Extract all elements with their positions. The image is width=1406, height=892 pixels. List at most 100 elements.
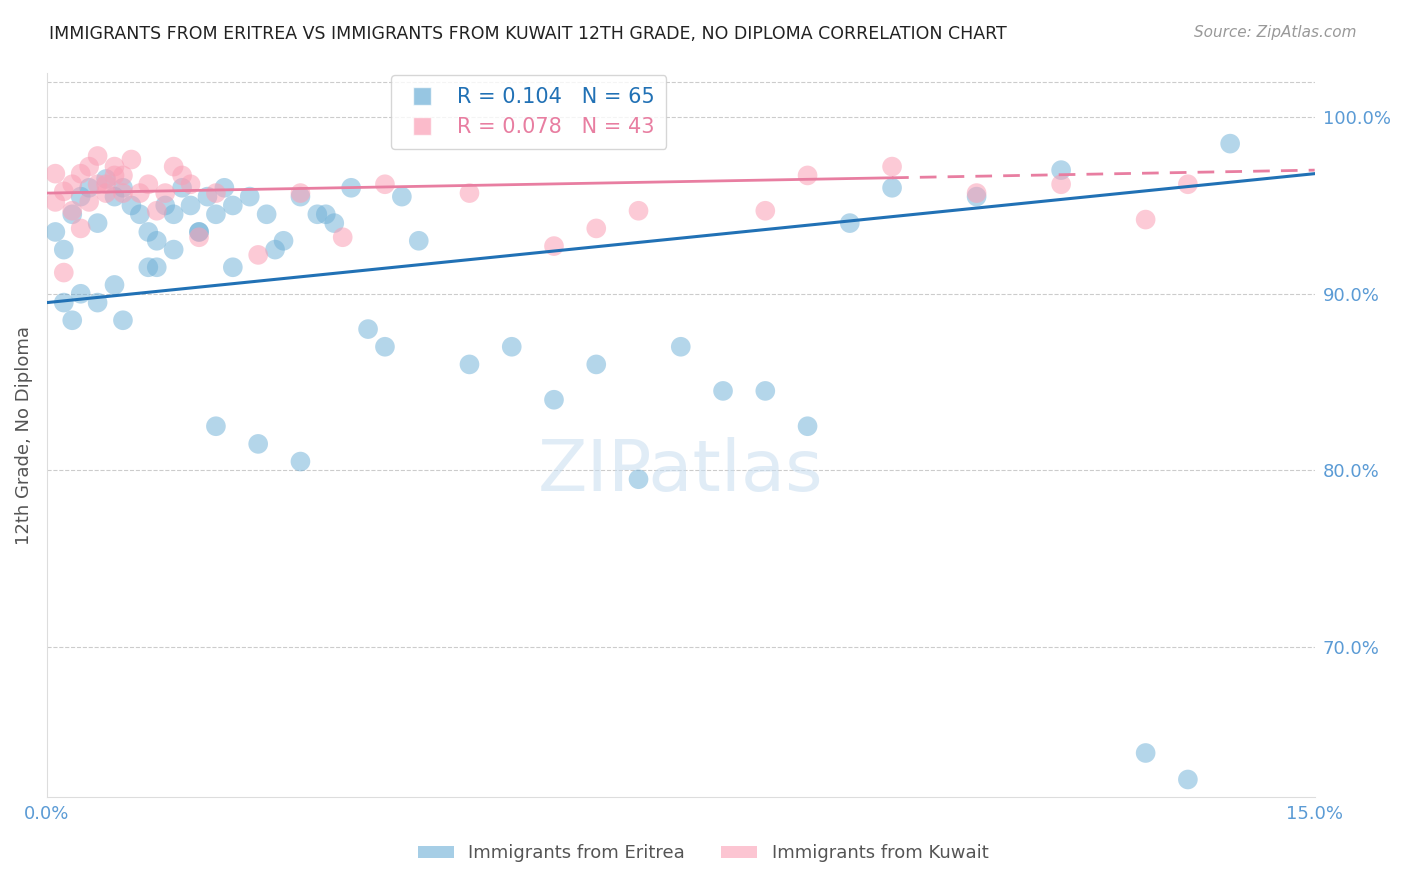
Point (128, 207, 150, 221)
Point (60, 313, 83, 327)
Point (60, 178, 83, 192)
Text: ZIPatlas: ZIPatlas (538, 437, 824, 506)
Point (69, 167, 91, 181)
Point (880, 181, 903, 195)
Point (205, 186, 228, 200)
Point (60, 203, 83, 218)
Point (290, 186, 312, 200)
Point (69, 221, 91, 235)
Y-axis label: 12th Grade, No Diploma: 12th Grade, No Diploma (15, 326, 32, 544)
Point (543, 239, 565, 253)
Legend: R = 0.104   N = 65, R = 0.078   N = 43: R = 0.104 N = 65, R = 0.078 N = 43 (391, 76, 666, 148)
Point (1219, 136, 1241, 151)
Point (307, 207, 329, 221)
Point (315, 207, 337, 221)
Point (256, 207, 278, 221)
Point (273, 234, 295, 248)
Text: IMMIGRANTS FROM ERITREA VS IMMIGRANTS FROM KUWAIT 12TH GRADE, NO DIPLOMA CORRELA: IMMIGRANTS FROM ERITREA VS IMMIGRANTS FR… (49, 25, 1007, 43)
Point (77, 194, 100, 209)
Point (1135, 746, 1157, 760)
Point (627, 203, 650, 218)
Point (52, 184, 75, 198)
Point (543, 392, 565, 407)
Point (357, 322, 380, 336)
Point (340, 181, 363, 195)
Point (205, 419, 228, 434)
Point (627, 472, 650, 486)
Point (136, 225, 159, 239)
Point (155, 198, 177, 212)
Point (52, 295, 75, 310)
Point (155, 186, 177, 200)
Point (69, 189, 91, 203)
Text: Source: ZipAtlas.com: Source: ZipAtlas.com (1194, 25, 1357, 40)
Point (94, 178, 117, 192)
Point (52, 266, 75, 280)
Point (1050, 163, 1073, 178)
Point (86, 216, 108, 230)
Point (188, 225, 211, 239)
Point (796, 419, 818, 434)
Point (172, 169, 194, 183)
Point (222, 198, 245, 212)
Point (290, 189, 312, 203)
Point (1135, 212, 1157, 227)
Point (214, 181, 236, 195)
Point (180, 178, 202, 192)
Point (966, 186, 988, 200)
Point (86, 295, 108, 310)
Point (966, 189, 988, 203)
Point (323, 216, 346, 230)
Point (458, 358, 481, 372)
Point (391, 189, 413, 203)
Point (86, 149, 108, 163)
Point (44, 225, 66, 239)
Point (239, 189, 262, 203)
Point (205, 207, 228, 221)
Point (111, 186, 134, 200)
Point (332, 230, 354, 244)
Point (52, 243, 75, 257)
Point (197, 189, 219, 203)
Point (120, 198, 142, 212)
Point (128, 186, 150, 200)
Point (408, 234, 430, 248)
Point (180, 198, 202, 212)
Point (94, 172, 117, 186)
Point (136, 178, 159, 192)
Point (585, 358, 607, 372)
Point (374, 178, 396, 192)
Point (86, 178, 108, 192)
Point (163, 243, 186, 257)
Point (111, 181, 134, 195)
Point (1050, 178, 1073, 192)
Point (1177, 178, 1199, 192)
Point (222, 260, 245, 275)
Point (264, 243, 287, 257)
Point (145, 260, 167, 275)
Point (290, 454, 312, 468)
Point (120, 153, 142, 167)
Point (111, 313, 134, 327)
Point (145, 234, 167, 248)
Point (69, 286, 91, 301)
Point (103, 169, 125, 183)
Point (172, 181, 194, 195)
Point (111, 169, 134, 183)
Point (188, 225, 211, 239)
Point (60, 207, 83, 221)
Point (163, 160, 186, 174)
Point (103, 160, 125, 174)
Point (77, 181, 100, 195)
Point (44, 167, 66, 181)
Point (880, 160, 903, 174)
Point (136, 260, 159, 275)
Point (796, 169, 818, 183)
Point (77, 160, 100, 174)
Point (754, 384, 776, 398)
Point (458, 186, 481, 200)
Point (711, 384, 734, 398)
Point (838, 216, 860, 230)
Legend: Immigrants from Eritrea, Immigrants from Kuwait: Immigrants from Eritrea, Immigrants from… (411, 838, 995, 870)
Point (163, 207, 186, 221)
